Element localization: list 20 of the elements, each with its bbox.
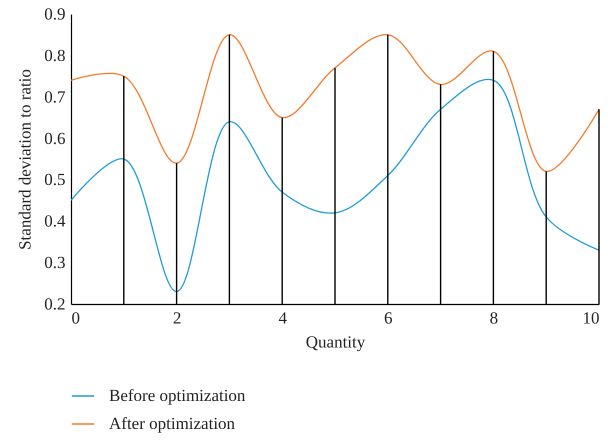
x-tick-label: 8 <box>490 308 498 328</box>
y-tick-label: 0.9 <box>44 4 66 24</box>
x-tick-label: 2 <box>172 308 182 328</box>
x-tick-label: 4 <box>278 308 288 328</box>
line-series <box>71 34 599 172</box>
x-tick-label: 0 <box>72 308 80 328</box>
y-tick-label: 0.5 <box>44 170 66 190</box>
y-tick-label: 0.8 <box>44 46 66 65</box>
line-series <box>71 79 599 292</box>
x-axis-title: Quantity <box>306 332 366 352</box>
x-tick-label: 10 <box>582 308 600 328</box>
y-tick-label: 0.2 <box>44 294 66 314</box>
y-tick-label: 0.4 <box>44 212 66 231</box>
x-tick-label: 6 <box>384 308 393 328</box>
y-axis-title: Standard deviation to ratio <box>15 69 34 250</box>
legend-label: Before optimization <box>109 386 246 405</box>
y-tick-label: 0.6 <box>44 128 66 148</box>
y-tick-label: 0.7 <box>44 87 66 106</box>
y-tick-label: 0.3 <box>44 253 66 272</box>
legend-label: After optimization <box>109 414 236 433</box>
